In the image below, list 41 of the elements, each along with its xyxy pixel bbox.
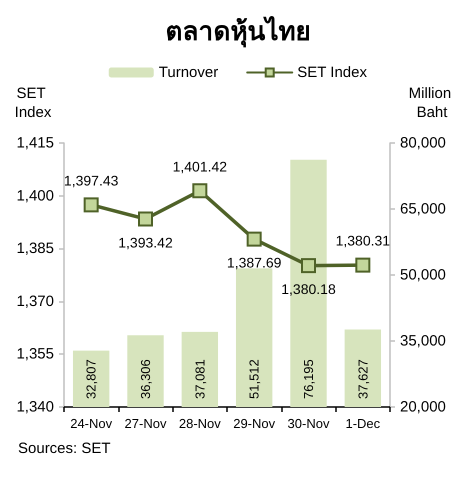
x-tick-label: 28-Nov	[178, 416, 222, 431]
data-label: 1,397.43	[64, 172, 119, 188]
y2-tick-label: 35,000	[400, 332, 446, 350]
y-tick-label: 1,355	[16, 346, 54, 363]
data-label: 37,627	[355, 359, 370, 399]
legend-label: Turnover	[158, 64, 218, 81]
x-tick-label: 24-Nov	[70, 416, 113, 431]
y-tick-label: 1,340	[16, 398, 54, 416]
data-label: 32,807	[84, 359, 99, 399]
x-tick-label: 1-Dec	[345, 416, 381, 431]
data-label: 1,387.69	[226, 254, 282, 271]
point	[301, 258, 316, 274]
source-note: Sources: SET	[18, 440, 111, 457]
data-label: 1,380.18	[281, 281, 336, 298]
y-axis-title: SET Index	[14, 85, 52, 121]
y2-tick-label: 50,000	[400, 266, 446, 284]
point	[138, 211, 153, 226]
data-label: 37,081	[192, 359, 208, 399]
y2-tick-label: 65,000	[400, 200, 446, 218]
y-tick-label: 1,370	[16, 292, 54, 310]
point	[192, 183, 208, 198]
point	[84, 197, 99, 212]
y-tick-label: 1,400	[16, 187, 54, 204]
data-label: 76,195	[301, 359, 316, 399]
y-tick-label: 1,385	[16, 240, 54, 258]
data-label: 1,401.42	[172, 158, 228, 174]
data-label: 51,512	[246, 359, 262, 399]
y-tick-label: 1,415	[16, 134, 54, 152]
x-tick-label: 27-Nov	[124, 416, 167, 431]
x-tick-label: 29-Nov	[233, 416, 276, 431]
y2-tick-label: 20,000	[400, 398, 446, 416]
point	[355, 258, 370, 273]
data-label: 36,306	[138, 359, 153, 399]
chart-title: ตลาดหุ้นไทย	[166, 15, 310, 48]
data-label: 1,380.31	[336, 232, 390, 249]
legend-label: SET Index	[297, 64, 368, 81]
point	[246, 232, 262, 247]
y2-axis-title: Million Baht	[408, 85, 456, 121]
y2-tick-label: 80,000	[400, 134, 446, 152]
x-tick-label: 30-Nov	[288, 416, 330, 431]
data-label: 1,393.42	[118, 234, 173, 250]
